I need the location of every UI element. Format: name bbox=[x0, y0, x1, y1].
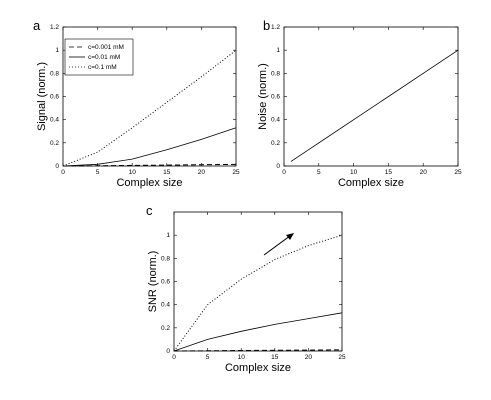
x-tick-label: 15 bbox=[385, 169, 393, 176]
arrow-head bbox=[286, 233, 294, 240]
y-tick-label: 0.4 bbox=[161, 302, 170, 309]
y-tick-label: 1.2 bbox=[271, 24, 280, 31]
axes-frame bbox=[173, 211, 343, 352]
series-line-b-0 bbox=[290, 49, 459, 162]
y-tick-label: 0 bbox=[276, 163, 280, 170]
x-axis-label: Complex size bbox=[338, 177, 404, 189]
legend-entry: c=0.001 mM bbox=[88, 44, 124, 51]
y-tick-label: 1.2 bbox=[50, 24, 59, 31]
y-tick-label: 0.2 bbox=[161, 325, 170, 332]
x-tick-label: 25 bbox=[232, 169, 240, 176]
panel-b: b 0 5 10 15 20 25 0 0.2 0.4 0.6 0.8 1 1.2 Complex size… bbox=[257, 18, 462, 189]
x-tick-label: 10 bbox=[350, 169, 358, 176]
x-tick-label: 5 bbox=[206, 354, 210, 361]
y-tick-label: 0.8 bbox=[271, 70, 280, 77]
x-tick-label: 15 bbox=[271, 354, 279, 361]
y-tick-label: 0.2 bbox=[50, 140, 59, 147]
y-tick-label: 0.6 bbox=[271, 94, 280, 101]
panel-c: c 0 5 10 15 20 25 0 0.2 0.4 0.6 0.8 1 Complex size SNR… bbox=[146, 203, 346, 374]
panel-letter-a: a bbox=[33, 18, 41, 33]
y-tick-label: 0.4 bbox=[50, 117, 59, 124]
x-tick-label: 20 bbox=[305, 354, 313, 361]
x-tick-label: 25 bbox=[454, 169, 462, 176]
y-axis-label: Noise (norm.) bbox=[257, 63, 269, 130]
y-tick-label: 0.2 bbox=[271, 140, 280, 147]
y-tick-label: 1 bbox=[166, 232, 170, 239]
x-tick-label: 0 bbox=[172, 354, 176, 361]
x-tick-label: 10 bbox=[129, 169, 137, 176]
x-axis-label: Complex size bbox=[116, 177, 182, 189]
x-tick-label: 5 bbox=[96, 169, 100, 176]
y-axis-label: Signal (norm.) bbox=[36, 62, 48, 131]
arrow-shaft bbox=[263, 234, 292, 256]
y-tick-label: 0 bbox=[55, 163, 59, 170]
series-line-c-1 bbox=[173, 312, 343, 352]
legend-entry: c=0.01 mM bbox=[88, 54, 120, 61]
x-tick-label: 20 bbox=[198, 169, 206, 176]
y-tick-label: 0.6 bbox=[50, 94, 59, 101]
legend-entry: c=0.1 mM bbox=[88, 64, 117, 71]
y-tick-label: 1 bbox=[55, 47, 59, 54]
y-axis-label: SNR (norm.) bbox=[147, 251, 159, 313]
panel-letter-c: c bbox=[146, 203, 153, 218]
x-tick-label: 0 bbox=[61, 169, 65, 176]
series-line-c-0-01-mm bbox=[62, 127, 237, 167]
y-tick-label: 0.6 bbox=[161, 279, 170, 286]
y-tick-label: 0 bbox=[166, 348, 170, 355]
series-line-c-2 bbox=[173, 234, 343, 352]
panel-a: a 0 5 10 15 20 25 0 0.2 0.4 0.6 0.8 1 1.2 Complex size… bbox=[33, 18, 240, 189]
x-tick-label: 0 bbox=[282, 169, 286, 176]
y-tick-label: 1 bbox=[276, 47, 280, 54]
x-tick-label: 15 bbox=[163, 169, 171, 176]
x-tick-label: 25 bbox=[338, 354, 346, 361]
x-tick-label: 10 bbox=[238, 354, 246, 361]
x-tick-label: 20 bbox=[420, 169, 428, 176]
panel-letter-b: b bbox=[263, 18, 270, 33]
y-tick-label: 0.8 bbox=[50, 70, 59, 77]
axes-frame bbox=[283, 26, 459, 167]
x-tick-label: 5 bbox=[317, 169, 321, 176]
y-tick-label: 0.4 bbox=[271, 117, 280, 124]
y-tick-label: 0.8 bbox=[161, 255, 170, 262]
series-line-c-0-001-mm bbox=[62, 163, 237, 167]
x-axis-label: Complex size bbox=[225, 362, 291, 374]
series-line-c-0 bbox=[173, 349, 343, 352]
